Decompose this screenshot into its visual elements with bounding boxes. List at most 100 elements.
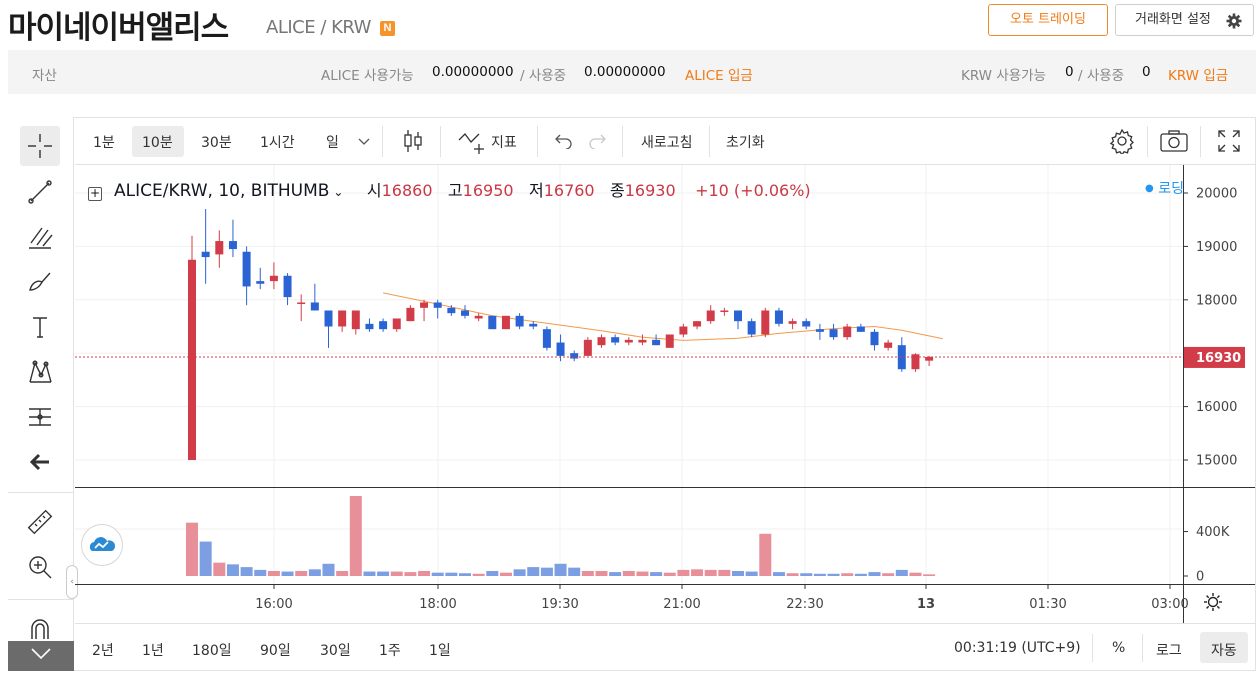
interval-10m[interactable]: 10분 (142, 135, 173, 151)
pitchfork-icon (29, 227, 53, 249)
pitchfork-tool[interactable] (20, 217, 60, 257)
text-tool[interactable] (20, 307, 60, 347)
chart-legend: + ALICE/KRW, 10, BITHUMB ⌄ 시16860 고16950 저… (88, 177, 811, 201)
low-label: 저 (528, 181, 544, 200)
change-value: +10 (+0.06%) (695, 181, 811, 200)
redo-icon[interactable] (588, 133, 608, 149)
ruler-icon (27, 509, 53, 535)
camera-icon[interactable] (1160, 130, 1188, 152)
assets-label: 자산 (32, 68, 57, 84)
fullscreen-icon[interactable] (1218, 130, 1240, 152)
screen-settings-button[interactable]: 거래화면 설정 (1115, 4, 1254, 36)
range-1d[interactable]: 1일 (429, 643, 451, 659)
axis-settings-icon[interactable] (1203, 592, 1223, 612)
refresh-button[interactable]: 새로고침 (641, 135, 693, 151)
measure-lines-tool[interactable] (20, 397, 60, 437)
auto-scale-highlight (1200, 632, 1248, 663)
log-scale-toggle[interactable]: 로그 (1156, 643, 1182, 659)
open-label: 시 (366, 181, 382, 200)
coin-title: 마이네이버앨리스 (8, 10, 229, 46)
open-value: 16860 (381, 181, 433, 200)
toolbar-divider (1092, 634, 1093, 662)
back-tool[interactable] (20, 442, 60, 482)
reset-button[interactable]: 초기화 (726, 135, 765, 151)
expand-toolbar-button[interactable] (8, 641, 74, 671)
toolbar-divider (440, 126, 441, 157)
toolbar-divider (1200, 126, 1201, 157)
auto-scale-toggle[interactable]: 자동 (1211, 643, 1237, 659)
gear-icon (1226, 13, 1242, 29)
toolbar-divider (382, 126, 383, 157)
range-180d[interactable]: 180일 (192, 643, 232, 659)
symbol-label[interactable]: ALICE/KRW, 10, BITHUMB (114, 181, 330, 201)
magnet-icon (31, 619, 49, 639)
toolbar-divider (537, 126, 538, 157)
pattern-icon (29, 360, 52, 383)
fib-lines-icon (29, 408, 51, 426)
symbol-dropdown-icon[interactable]: ⌄ (333, 185, 344, 199)
interval-day[interactable]: 일 (326, 135, 339, 151)
alice-in-use-value: 0.00000000 (584, 64, 666, 80)
clock-display[interactable]: 00:31:19 (UTC+9) (954, 640, 1081, 656)
crosshair-tool[interactable] (20, 126, 60, 166)
pair-label: ALICE / KRW (266, 17, 371, 38)
range-bar: 2년 1년 180일 90일 30일 1주 1일 00:31:19 (UTC+9… (75, 623, 1255, 670)
ruler-tool[interactable] (20, 502, 60, 542)
zoom-tool[interactable] (20, 547, 60, 587)
close-value: 16930 (624, 181, 676, 200)
toolbar-divider (1142, 634, 1143, 662)
loading-label: 로딩 (1158, 181, 1184, 197)
zoom-in-icon (29, 556, 52, 579)
brush-icon (29, 272, 51, 291)
magnet-tool[interactable] (20, 609, 60, 649)
selected-interval-highlight (132, 126, 184, 157)
chevron-down-icon (31, 648, 51, 660)
interval-1h[interactable]: 1시간 (260, 135, 295, 151)
toolbar-divider (709, 126, 710, 157)
gear-icon[interactable] (1109, 128, 1135, 154)
range-1w[interactable]: 1주 (379, 643, 401, 659)
range-2y[interactable]: 2년 (92, 643, 114, 659)
drawing-toolbar (8, 117, 74, 671)
krw-available-label: KRW 사용가능 (961, 68, 1047, 84)
brush-tool[interactable] (20, 262, 60, 302)
toolbar-divider (1147, 126, 1148, 157)
collapse-toolbar-handle[interactable]: ‹ (66, 565, 78, 599)
crosshair-icon (28, 134, 52, 158)
close-label: 종 (610, 181, 625, 200)
chart-toolbar: 1분 10분 30분 1시간 일 지표 새로고침 초기화 (75, 118, 1255, 165)
high-label: 고 (447, 181, 463, 200)
krw-in-use-label: / 사용중 (1078, 68, 1125, 84)
pattern-tool[interactable] (20, 352, 60, 392)
indicators-button[interactable]: 지표 (491, 135, 517, 151)
toolbar-divider (622, 126, 623, 157)
undo-icon[interactable] (553, 133, 573, 149)
krw-in-use-value: 0 (1142, 64, 1151, 80)
volume-indicator-badge[interactable] (81, 524, 123, 566)
interval-30m[interactable]: 30분 (201, 135, 232, 151)
range-90d[interactable]: 90일 (260, 643, 291, 659)
alice-in-use-label: / 사용중 (520, 68, 567, 84)
krw-deposit-link[interactable]: KRW 입금 (1168, 68, 1229, 84)
alice-deposit-link[interactable]: ALICE 입금 (685, 68, 753, 84)
assets-bar: 자산 ALICE 사용가능 0.00000000 / 사용중 0.0000000… (8, 50, 1256, 94)
krw-available-value: 0 (1065, 64, 1074, 80)
loading-indicator: ● 로딩 (1145, 181, 1184, 197)
indicators-icon[interactable] (457, 128, 487, 154)
alice-available-value: 0.00000000 (432, 64, 514, 80)
trend-line-tool[interactable] (20, 172, 60, 212)
alice-available-label: ALICE 사용가능 (321, 68, 414, 84)
chevron-down-icon[interactable] (358, 138, 370, 146)
range-30d[interactable]: 30일 (320, 643, 351, 659)
trend-line-icon (28, 180, 52, 204)
percent-scale-toggle[interactable]: % (1112, 640, 1126, 656)
candle-type-icon[interactable] (402, 128, 424, 154)
auto-trading-button[interactable]: 오토 트레이딩 (988, 4, 1108, 36)
cloud-chart-icon (89, 537, 116, 551)
add-compare-icon[interactable]: + (88, 186, 102, 201)
toolbar-divider (8, 492, 74, 493)
range-1y[interactable]: 1년 (142, 643, 164, 659)
low-value: 16760 (543, 181, 595, 200)
interval-1m[interactable]: 1분 (93, 135, 115, 151)
